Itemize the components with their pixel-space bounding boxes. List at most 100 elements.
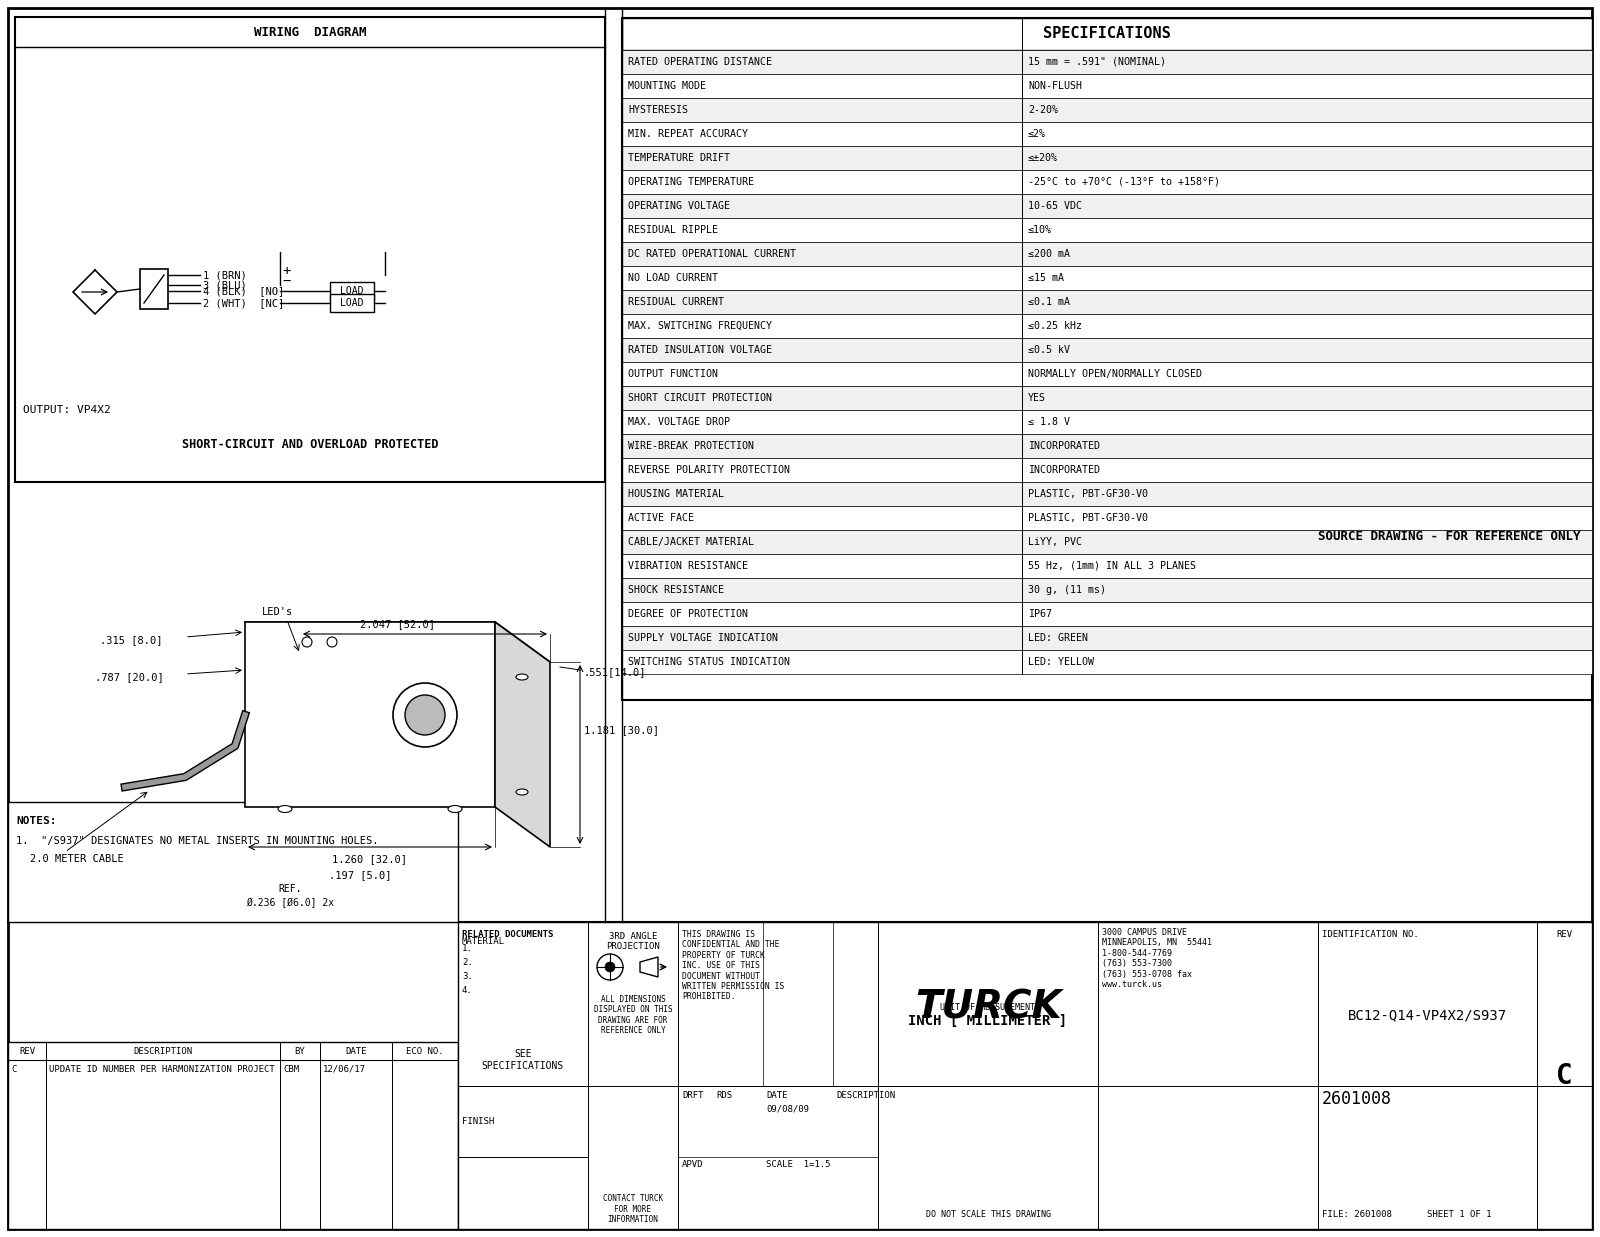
Text: SHORT CIRCUIT PROTECTION: SHORT CIRCUIT PROTECTION <box>627 393 771 403</box>
Bar <box>8 1042 458 1230</box>
Text: Ø.236 [Ø6.0] 2x: Ø.236 [Ø6.0] 2x <box>246 898 334 908</box>
Bar <box>622 314 1592 338</box>
Text: 55 Hz, (1mm) IN ALL 3 PLANES: 55 Hz, (1mm) IN ALL 3 PLANES <box>1027 562 1197 571</box>
Text: BC12-Q14-VP4X2/S937: BC12-Q14-VP4X2/S937 <box>1347 1008 1507 1022</box>
Circle shape <box>326 637 338 647</box>
Text: .551[14.0]: .551[14.0] <box>584 667 646 677</box>
Text: CABLE/JACKET MATERIAL: CABLE/JACKET MATERIAL <box>627 537 754 547</box>
Text: NO LOAD CURRENT: NO LOAD CURRENT <box>627 273 718 283</box>
Text: SCALE  1=1.5: SCALE 1=1.5 <box>766 1160 830 1169</box>
Text: HOUSING MATERIAL: HOUSING MATERIAL <box>627 489 723 499</box>
Circle shape <box>597 954 622 980</box>
Text: ACTIVE FACE: ACTIVE FACE <box>627 513 694 523</box>
Bar <box>622 458 1592 482</box>
Text: ≤0.1 mA: ≤0.1 mA <box>1027 297 1070 307</box>
Text: OUTPUT FUNCTION: OUTPUT FUNCTION <box>627 369 718 379</box>
Text: MAX. SWITCHING FREQUENCY: MAX. SWITCHING FREQUENCY <box>627 320 771 332</box>
Ellipse shape <box>448 805 462 813</box>
Text: FILE: 2601008: FILE: 2601008 <box>1322 1210 1392 1218</box>
Text: 2.: 2. <box>462 957 472 967</box>
Text: 09/08/09: 09/08/09 <box>766 1103 810 1113</box>
Bar <box>622 242 1592 266</box>
Text: DESCRIPTION: DESCRIPTION <box>835 1091 894 1100</box>
Text: THIS DRAWING IS
CONFIDENTIAL AND THE
PROPERTY OF TURCK
INC. USE OF THIS
DOCUMENT: THIS DRAWING IS CONFIDENTIAL AND THE PRO… <box>682 930 784 1002</box>
Text: RATED OPERATING DISTANCE: RATED OPERATING DISTANCE <box>627 57 771 67</box>
Bar <box>622 362 1592 386</box>
Text: UPDATE ID NUMBER PER HARMONIZATION PROJECT: UPDATE ID NUMBER PER HARMONIZATION PROJE… <box>50 1065 275 1074</box>
Text: SEE
SPECIFICATIONS: SEE SPECIFICATIONS <box>482 1049 565 1071</box>
Bar <box>622 578 1592 602</box>
Text: 2 (WHT)  [NC]: 2 (WHT) [NC] <box>203 298 285 308</box>
Text: LiYY, PVC: LiYY, PVC <box>1027 537 1082 547</box>
Bar <box>622 218 1592 242</box>
Bar <box>622 554 1592 578</box>
Text: REF.: REF. <box>278 884 302 894</box>
Bar <box>458 922 1592 1230</box>
Text: DO NOT SCALE THIS DRAWING: DO NOT SCALE THIS DRAWING <box>925 1210 1051 1218</box>
Text: 2.0 METER CABLE: 2.0 METER CABLE <box>30 854 123 863</box>
Bar <box>141 268 168 309</box>
Text: SUPPLY VOLTAGE INDICATION: SUPPLY VOLTAGE INDICATION <box>627 633 778 643</box>
Text: IP67: IP67 <box>1027 609 1053 618</box>
Text: .315 [8.0]: .315 [8.0] <box>99 635 163 644</box>
Text: FINISH: FINISH <box>462 1117 494 1126</box>
Text: ≤ 1.8 V: ≤ 1.8 V <box>1027 417 1070 427</box>
Bar <box>622 266 1592 289</box>
Bar <box>622 98 1592 122</box>
Bar <box>622 529 1592 554</box>
Text: NOTES:: NOTES: <box>16 816 56 826</box>
Text: ALL DIMENSIONS
DISPLAYED ON THIS
DRAWING ARE FOR
REFERENCE ONLY: ALL DIMENSIONS DISPLAYED ON THIS DRAWING… <box>594 995 672 1035</box>
Ellipse shape <box>515 789 528 795</box>
Text: REV: REV <box>1555 930 1573 939</box>
Text: APVD: APVD <box>682 1160 704 1169</box>
Text: ≤0.25 kHz: ≤0.25 kHz <box>1027 320 1082 332</box>
Text: 12/06/17: 12/06/17 <box>323 1065 366 1074</box>
Text: CONTACT TURCK
FOR MORE
INFORMATION: CONTACT TURCK FOR MORE INFORMATION <box>603 1194 662 1223</box>
Text: SHEET 1 OF 1: SHEET 1 OF 1 <box>1427 1210 1491 1218</box>
Text: IDENTIFICATION NO.: IDENTIFICATION NO. <box>1322 930 1419 939</box>
Bar <box>622 482 1592 506</box>
Text: 1.181 [30.0]: 1.181 [30.0] <box>584 725 659 735</box>
Bar <box>330 282 374 301</box>
Text: LED's: LED's <box>262 607 293 617</box>
Text: SWITCHING STATUS INDICATION: SWITCHING STATUS INDICATION <box>627 657 790 667</box>
Text: .197 [5.0]: .197 [5.0] <box>328 870 392 880</box>
Ellipse shape <box>515 674 528 680</box>
Text: 30 g, (11 ms): 30 g, (11 ms) <box>1027 585 1106 595</box>
Text: 2.047 [52.0]: 2.047 [52.0] <box>360 618 435 628</box>
Bar <box>622 434 1592 458</box>
Bar <box>622 289 1592 314</box>
Text: ECO NO.: ECO NO. <box>406 1047 443 1055</box>
Text: INCH [ MILLIMETER ]: INCH [ MILLIMETER ] <box>909 1014 1067 1028</box>
Text: TEMPERATURE DRIFT: TEMPERATURE DRIFT <box>627 153 730 163</box>
Text: REVERSE POLARITY PROTECTION: REVERSE POLARITY PROTECTION <box>627 465 790 475</box>
Text: LED: GREEN: LED: GREEN <box>1027 633 1088 643</box>
Bar <box>622 19 1592 49</box>
Bar <box>8 802 458 922</box>
Circle shape <box>605 962 614 972</box>
Text: 1.  "/S937" DESIGNATES NO METAL INSERTS IN MOUNTING HOLES.: 1. "/S937" DESIGNATES NO METAL INSERTS I… <box>16 836 379 846</box>
Text: PLASTIC, PBT-GF30-V0: PLASTIC, PBT-GF30-V0 <box>1027 489 1149 499</box>
Text: UNIT OF MEASUREMENT: UNIT OF MEASUREMENT <box>941 1002 1035 1012</box>
Text: RELATED DOCUMENTS: RELATED DOCUMENTS <box>462 930 554 939</box>
Circle shape <box>302 637 312 647</box>
Text: WIRING  DIAGRAM: WIRING DIAGRAM <box>254 26 366 38</box>
Text: LOAD: LOAD <box>341 298 363 308</box>
Bar <box>622 649 1592 674</box>
Text: MATERIAL: MATERIAL <box>462 936 506 946</box>
Text: 2-20%: 2-20% <box>1027 105 1058 115</box>
Text: ≤±20%: ≤±20% <box>1027 153 1058 163</box>
Bar <box>622 409 1592 434</box>
Text: SPECIFICATIONS: SPECIFICATIONS <box>1043 26 1171 42</box>
Text: MAX. VOLTAGE DROP: MAX. VOLTAGE DROP <box>627 417 730 427</box>
Text: YES: YES <box>1027 393 1046 403</box>
Text: 1.260 [32.0]: 1.260 [32.0] <box>333 854 408 863</box>
Polygon shape <box>494 622 550 847</box>
Text: DRFT: DRFT <box>682 1091 704 1100</box>
Text: RESIDUAL CURRENT: RESIDUAL CURRENT <box>627 297 723 307</box>
Text: ≤0.5 kV: ≤0.5 kV <box>1027 345 1070 355</box>
Bar <box>622 506 1592 529</box>
Polygon shape <box>245 622 550 662</box>
Text: +: + <box>282 263 290 278</box>
Text: DATE: DATE <box>766 1091 787 1100</box>
